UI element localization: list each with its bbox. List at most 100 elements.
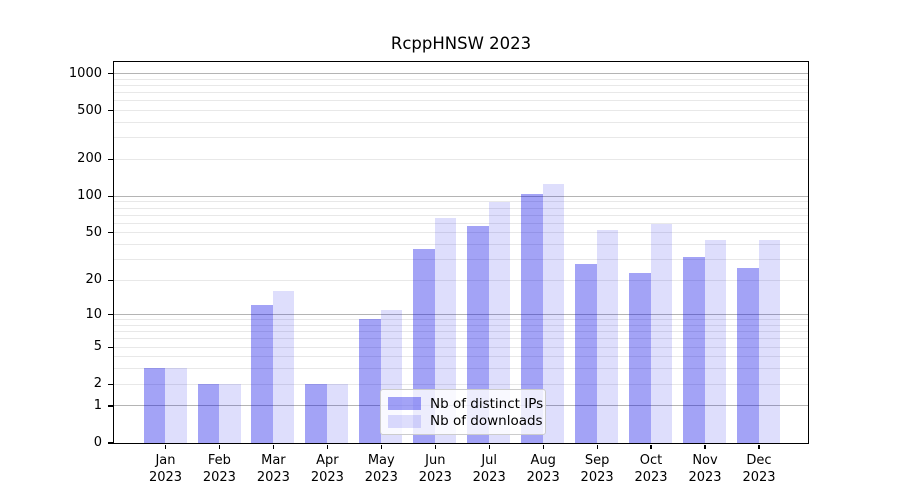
bar-nb-of-distinct-ips-nov	[683, 257, 705, 443]
gridline-minor	[113, 338, 808, 340]
x-tick-label: May 2023	[364, 453, 398, 485]
y-tick-label: 5	[93, 339, 102, 355]
gridline-major	[113, 195, 808, 197]
bar-nb-of-distinct-ips-feb	[197, 383, 219, 443]
gridline-minor	[113, 356, 808, 358]
bar-nb-of-distinct-ips-apr	[305, 383, 327, 443]
y-tick-mark	[107, 346, 113, 348]
y-tick-label: 1	[93, 397, 102, 413]
plot-area	[112, 60, 809, 444]
x-tick-label: Jan 2023	[148, 453, 183, 485]
gridline-minor	[113, 137, 808, 139]
x-tick-mark	[542, 444, 544, 449]
gridline-minor	[113, 319, 808, 321]
bar-nb-of-downloads-aug	[542, 183, 565, 443]
y-tick-mark	[107, 109, 113, 112]
y-tick-mark	[107, 232, 113, 234]
gridline-minor	[113, 158, 808, 160]
y-tick-mark	[107, 279, 113, 281]
bar-nb-of-distinct-ips-sep	[575, 264, 597, 443]
y-tick-mark	[107, 72, 113, 75]
bar-nb-of-downloads-jul	[488, 201, 511, 443]
legend-swatch-distinct-ips	[388, 397, 421, 411]
y-tick-mark	[107, 158, 113, 161]
x-tick-label: Aug 2023	[526, 453, 560, 485]
gridline-minor	[113, 383, 808, 385]
gridline-minor	[113, 214, 808, 216]
x-tick-mark	[596, 444, 598, 449]
y-tick-label: 1000	[68, 65, 102, 81]
gridline-minor	[113, 121, 808, 123]
legend-label-downloads: Nb of downloads	[430, 413, 543, 430]
gridline-major	[113, 73, 808, 74]
gridline-minor	[113, 258, 808, 260]
gridline-minor	[113, 78, 808, 80]
gridline-minor	[113, 84, 808, 86]
legend-item-distinct-ips: Nb of distinct IPs	[388, 396, 543, 412]
bar-nb-of-distinct-ips-oct	[629, 272, 651, 443]
gridline-minor	[113, 110, 808, 111]
bar-nb-of-distinct-ips-dec	[737, 268, 759, 443]
x-tick-mark	[380, 444, 382, 449]
y-tick-label: 0	[93, 435, 102, 450]
gridline-layer	[113, 62, 808, 443]
gridline-major	[113, 314, 808, 316]
y-tick-label: 200	[77, 151, 102, 167]
y-tick-label: 500	[77, 102, 102, 118]
x-tick-mark	[272, 444, 275, 449]
legend-swatch-downloads	[388, 414, 421, 428]
bar-nb-of-downloads-nov	[704, 240, 726, 443]
x-tick-label: Dec 2023	[742, 453, 776, 485]
y-tick-mark	[107, 314, 113, 316]
gridline-minor	[113, 207, 808, 209]
y-tick-mark	[107, 442, 113, 444]
bar-nb-of-downloads-oct	[650, 224, 672, 443]
bar-nb-of-downloads-feb	[219, 383, 241, 443]
chart-title: RcppHNSW 2023	[390, 34, 532, 53]
x-tick-mark	[218, 444, 221, 449]
x-tick-mark	[650, 444, 652, 449]
y-tick-label: 50	[85, 224, 102, 240]
gridline-minor	[113, 331, 808, 333]
y-tick-mark	[107, 195, 113, 197]
bar-nb-of-distinct-ips-mar	[251, 305, 273, 443]
bars-layer	[114, 62, 808, 443]
bar-nb-of-distinct-ips-jan	[143, 368, 165, 443]
y-tick-label: 100	[77, 188, 102, 204]
gridline-minor	[113, 222, 808, 224]
bar-nb-of-downloads-dec	[758, 240, 780, 443]
bar-nb-of-downloads-apr	[326, 383, 349, 443]
bar-nb-of-downloads-jun	[434, 217, 457, 443]
gridline-minor	[113, 232, 808, 234]
bar-nb-of-downloads-jan	[165, 368, 187, 443]
x-tick-mark	[326, 444, 329, 449]
x-tick-mark	[704, 444, 706, 449]
bar-nb-of-downloads-sep	[596, 230, 619, 443]
legend-item-downloads: Nb of downloads	[388, 413, 543, 429]
x-tick-label: Oct 2023	[634, 453, 668, 485]
x-tick-mark	[434, 444, 436, 449]
x-tick-label: Apr 2023	[310, 453, 344, 485]
gridline-minor	[113, 346, 808, 348]
bar-nb-of-downloads-mar	[272, 291, 295, 443]
gridline-minor	[113, 100, 808, 102]
x-tick-label: Nov 2023	[688, 453, 722, 485]
legend-label-distinct-ips: Nb of distinct IPs	[430, 395, 544, 412]
legend: Nb of distinct IPs Nb of downloads	[380, 389, 546, 435]
y-tick-label: 20	[85, 272, 102, 288]
gridline-minor	[113, 201, 808, 203]
y-tick-label: 2	[93, 376, 102, 392]
bar-nb-of-distinct-ips-may	[359, 319, 381, 443]
y-tick-label: 10	[85, 306, 102, 322]
y-tick-mark	[107, 383, 113, 385]
gridline-minor	[113, 243, 808, 245]
x-tick-label: Jun 2023	[418, 453, 452, 485]
gridline-minor	[113, 279, 808, 281]
bar-nb-of-distinct-ips-aug	[521, 194, 543, 443]
y-tick-mark	[107, 405, 113, 407]
bar-nb-of-distinct-ips-jul	[467, 226, 489, 443]
gridline-minor	[113, 325, 808, 326]
x-tick-mark	[488, 444, 490, 449]
x-tick-mark	[164, 444, 167, 449]
